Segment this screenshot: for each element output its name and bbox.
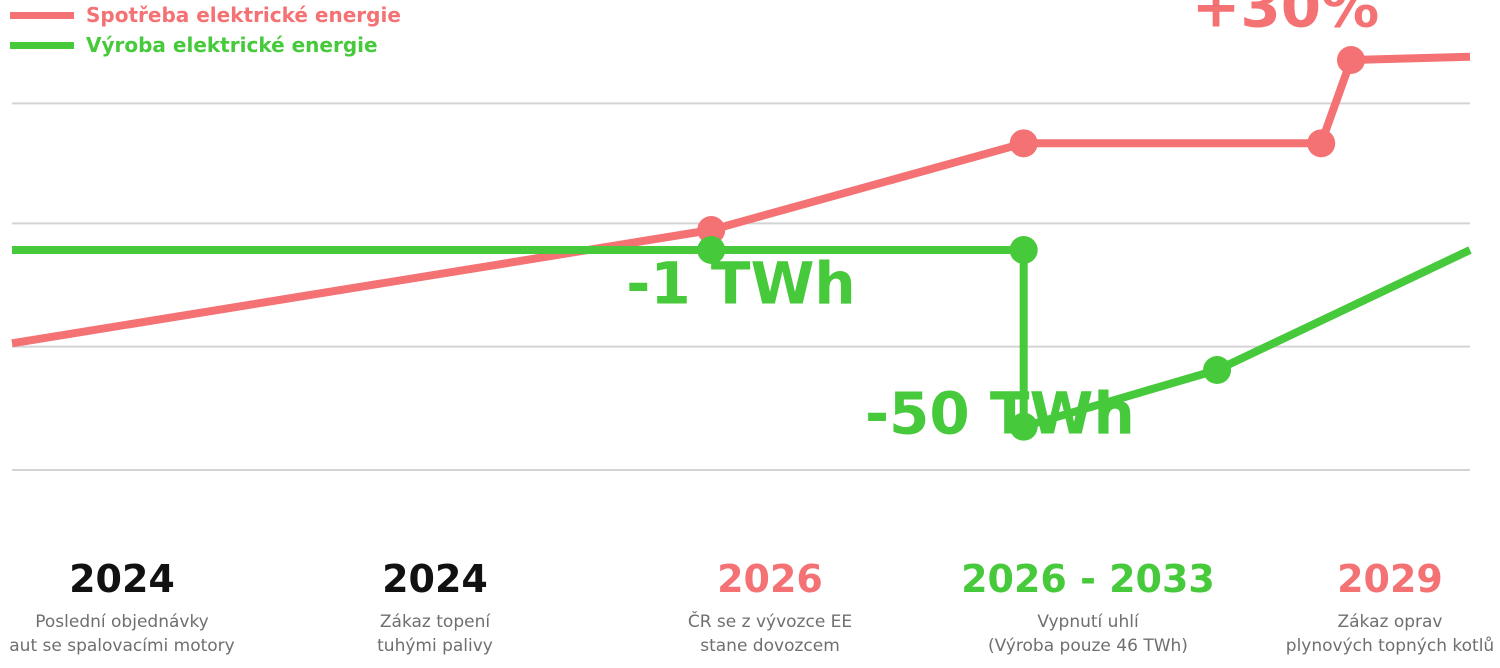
milestone-desc-line: Zákaz topení <box>379 612 491 632</box>
milestone-desc-line: stane dovozcem <box>700 636 840 656</box>
milestone-desc: Zákaz oprav plynových topných kotlů <box>1240 610 1500 658</box>
legend-label-production: Výroba elektrické energie <box>86 33 378 57</box>
milestone: 2024 Poslední objednávky aut se spalovací… <box>0 556 272 658</box>
milestone: 2026 - 2033 Vypnutí uhlí (Výroba pouze 46… <box>938 556 1238 658</box>
milestone-desc: Poslední objednávky aut se spalovacími mo… <box>0 610 272 658</box>
data-point-production <box>1009 236 1038 264</box>
milestone-desc: Zákaz topení tuhými palivy <box>285 610 585 658</box>
milestone-desc-line: Zákaz oprav <box>1337 612 1443 632</box>
annotation-label: +30% <box>1192 0 1379 41</box>
milestone-year: 2026 <box>717 557 823 601</box>
milestone-year: 2024 <box>382 557 488 601</box>
data-point-consumption <box>1336 46 1365 74</box>
data-point-consumption <box>1307 129 1336 158</box>
milestone-year: 2026 - 2033 <box>961 557 1215 601</box>
data-point-production <box>1203 356 1232 384</box>
milestone-desc: ČR se z vývozce EE stane dovozcem <box>620 610 920 658</box>
milestone-year: 2029 <box>1337 557 1443 601</box>
annotation-label: -50 TWh <box>865 379 1135 447</box>
legend: Spotřeba elektrické energie Výroba elekt… <box>10 0 401 60</box>
data-point-production <box>1009 412 1038 441</box>
series-line-production <box>12 246 1472 431</box>
milestone-year: 2024 <box>69 557 175 601</box>
legend-item-production: Výroba elektrické energie <box>10 30 401 60</box>
data-point-production <box>697 236 726 264</box>
legend-swatch-consumption <box>10 11 74 19</box>
milestone-desc-line: (Výroba pouze 46 TWh) <box>988 636 1188 656</box>
annotation-label: -1 TWh <box>626 249 855 317</box>
data-point-consumption <box>1009 129 1038 158</box>
milestone-desc-line: aut se spalovacími motory <box>9 636 235 656</box>
milestone-desc-line: tuhými palivy <box>377 636 493 656</box>
milestone-desc: Vypnutí uhlí (Výroba pouze 46 TWh) <box>938 610 1238 658</box>
data-point-consumption <box>697 216 726 244</box>
legend-item-consumption: Spotřeba elektrické energie <box>10 0 401 30</box>
legend-label-consumption: Spotřeba elektrické energie <box>86 3 401 27</box>
milestone: 2024 Zákaz topení tuhými palivy <box>285 556 585 658</box>
milestone-desc-line: ČR se z vývozce EE <box>687 612 853 632</box>
legend-swatch-production <box>10 41 74 49</box>
milestone-desc-line: Poslední objednávky <box>35 612 209 632</box>
milestone-desc-line: plynových topných kotlů <box>1285 636 1495 656</box>
milestone: 2026 ČR se z vývozce EE stane dovozcem <box>620 556 920 658</box>
milestone-desc-line: Vypnutí uhlí <box>1037 612 1139 632</box>
milestone: 2029 Zákaz oprav plynových topných kotlů <box>1240 556 1500 658</box>
